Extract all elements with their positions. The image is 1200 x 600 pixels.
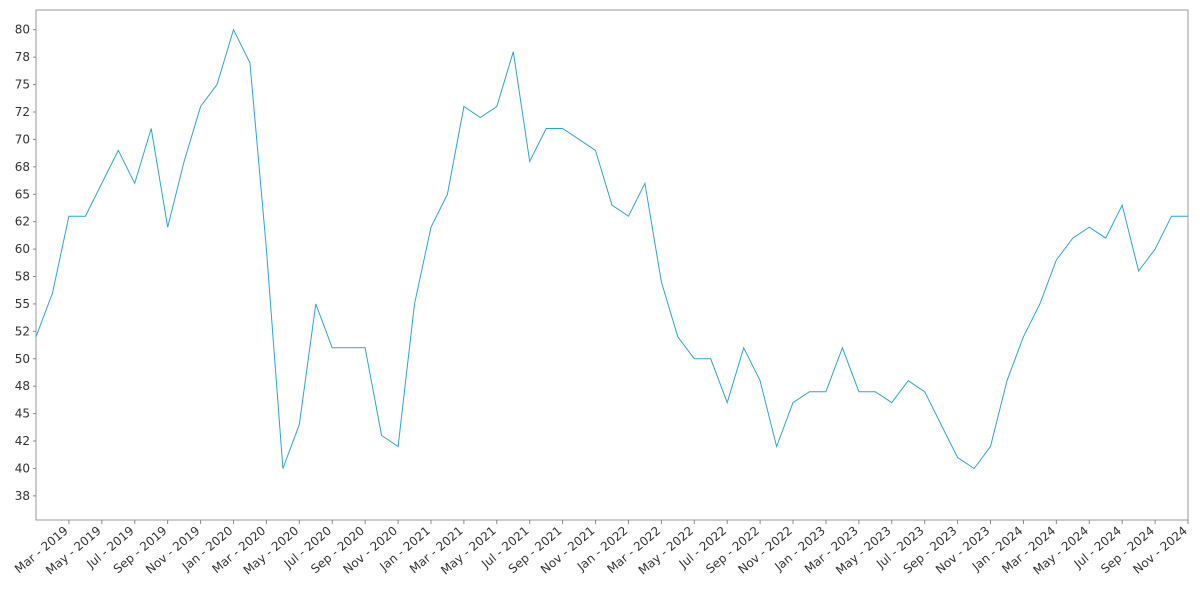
y-tick-label: 70 (15, 132, 30, 146)
y-tick-label: 38 (15, 489, 30, 503)
y-tick-label: 68 (15, 160, 30, 174)
y-tick-label: 52 (15, 324, 30, 338)
y-tick-label: 42 (15, 434, 30, 448)
y-tick-label: 78 (15, 50, 30, 64)
y-tick-label: 40 (15, 461, 30, 475)
y-tick-label: 48 (15, 379, 30, 393)
y-tick-label: 58 (15, 270, 30, 284)
y-tick-label: 45 (15, 407, 30, 421)
plot-frame (35, 9, 1189, 521)
y-tick-label: 72 (15, 105, 30, 119)
y-tick-label: 60 (15, 242, 30, 256)
y-tick-label: 62 (15, 215, 30, 229)
y-tick-label: 55 (15, 297, 30, 311)
y-tick-label: 65 (15, 187, 30, 201)
y-tick-label: 50 (15, 352, 30, 366)
line-series (35, 28, 1188, 470)
y-tick-label: 80 (15, 23, 30, 37)
y-tick-label: 75 (15, 78, 30, 92)
